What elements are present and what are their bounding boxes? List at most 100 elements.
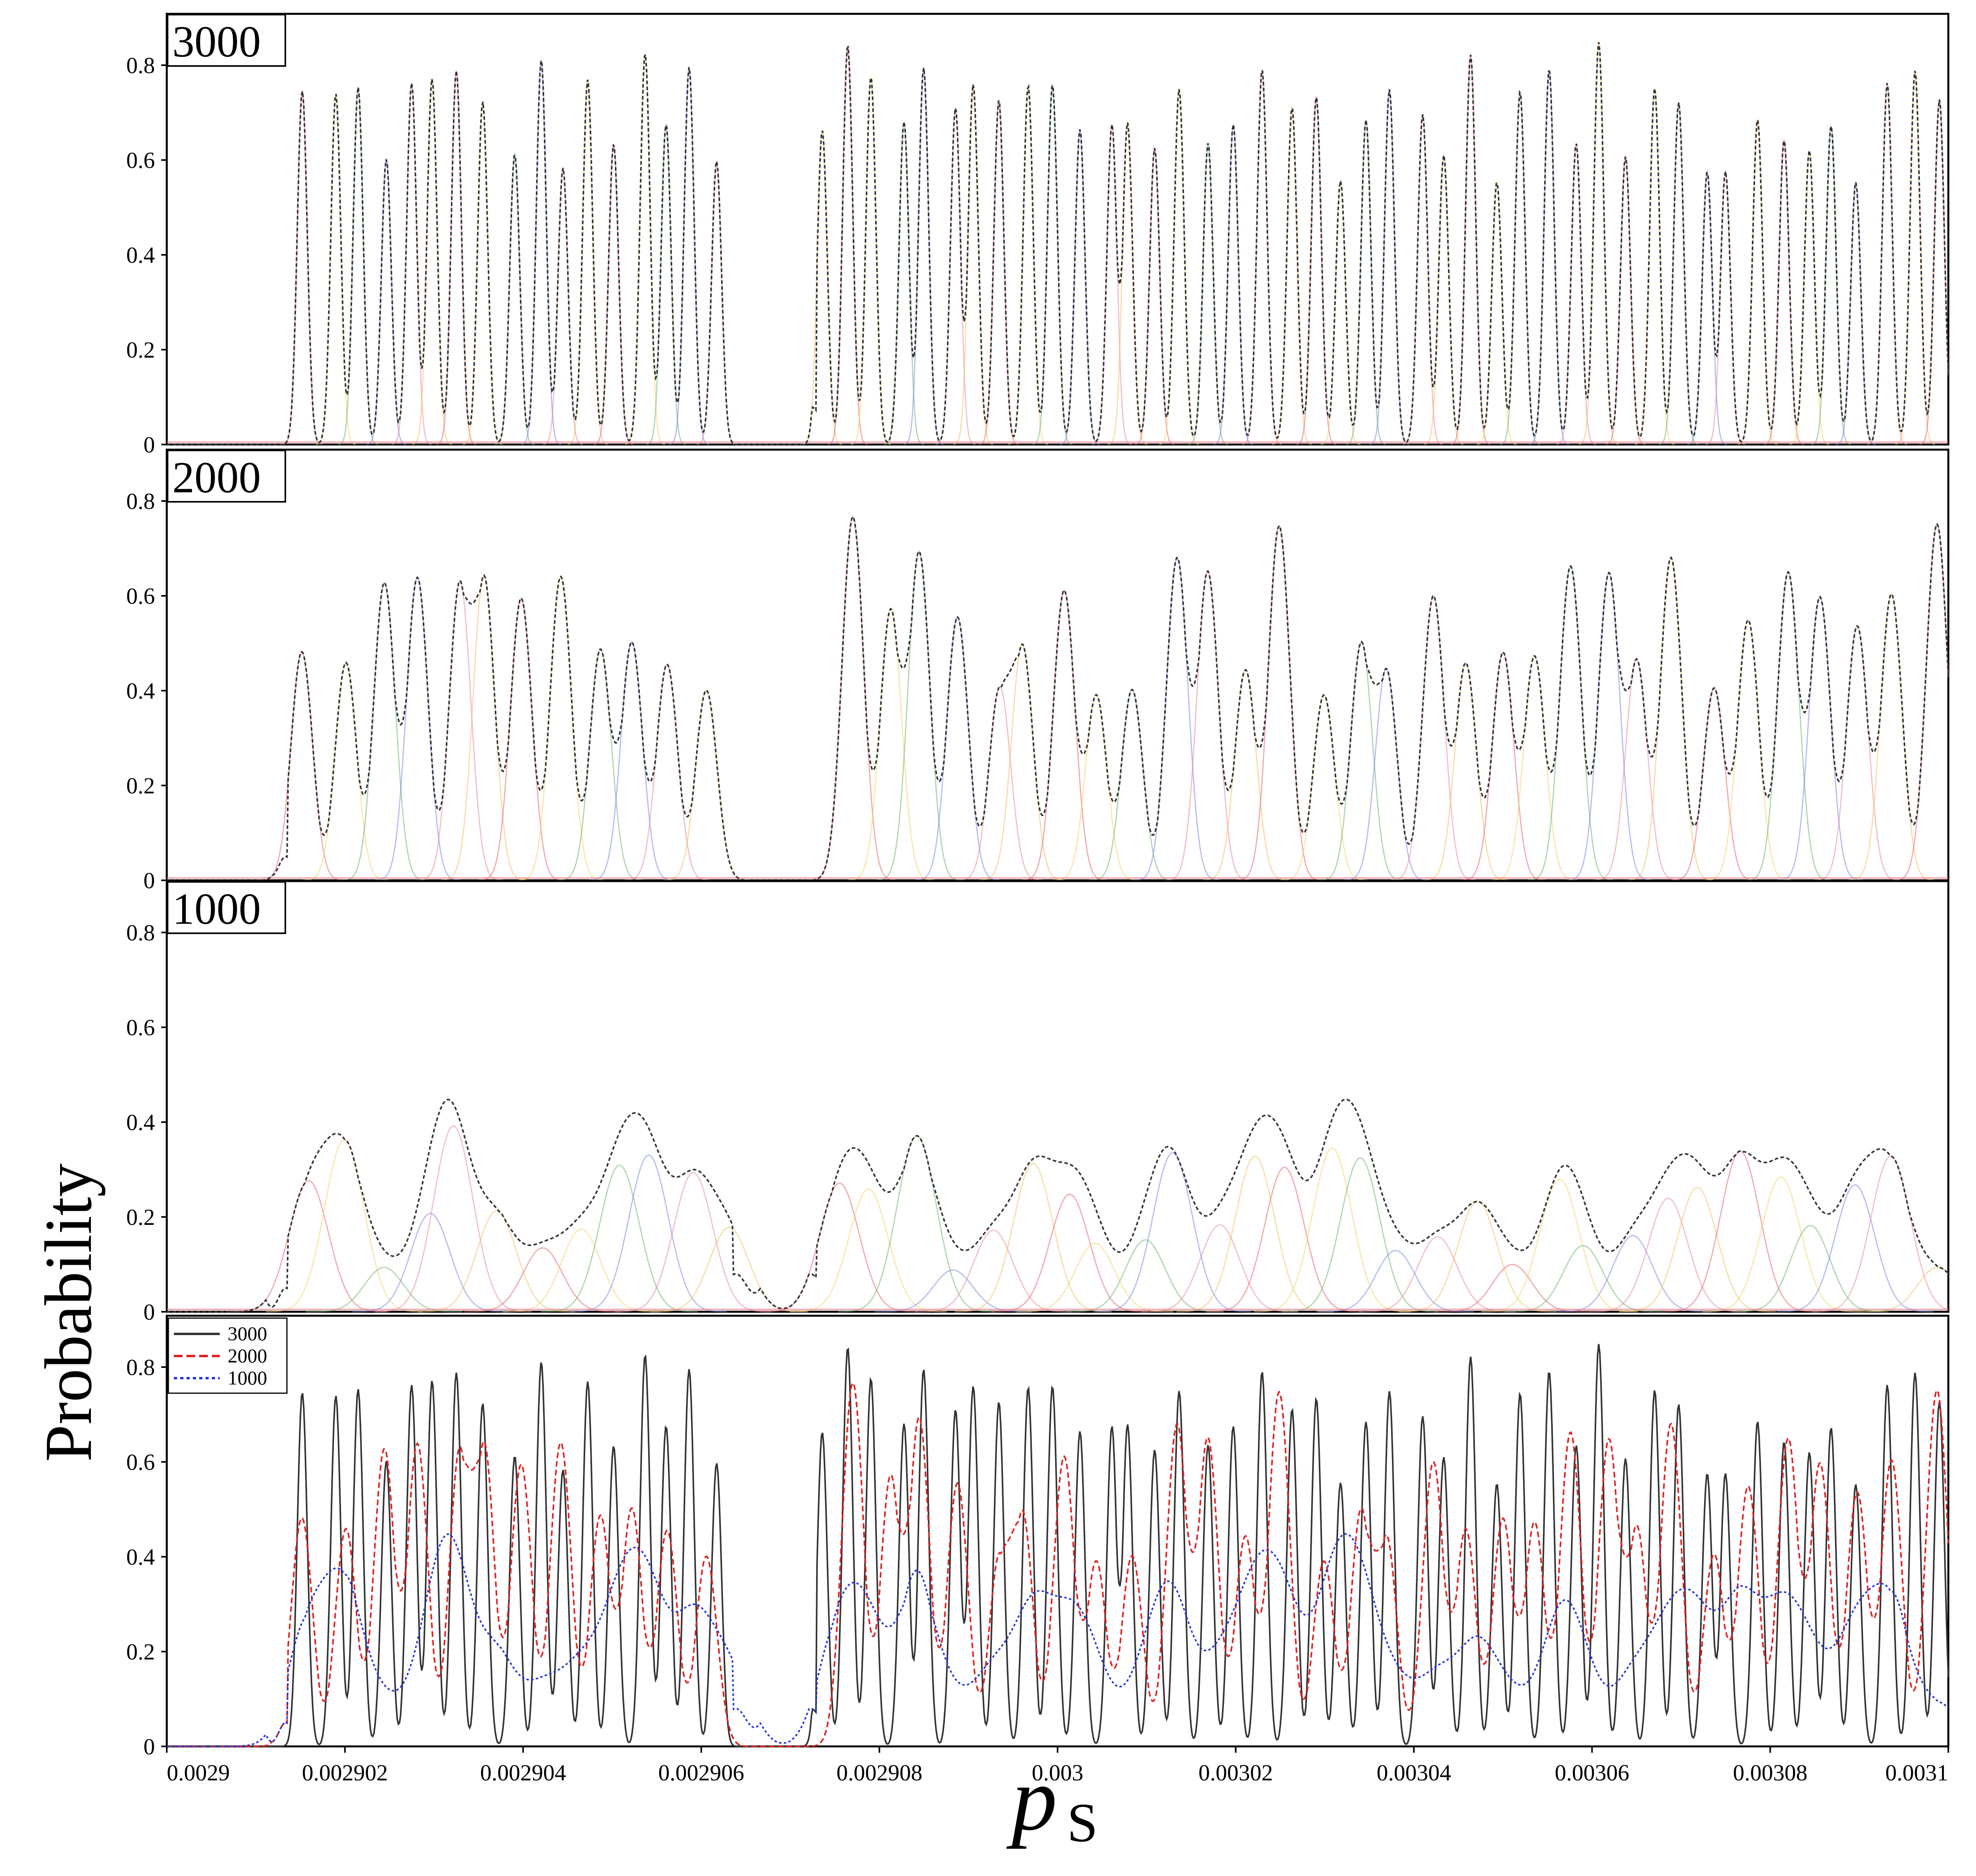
component-peak <box>1491 655 1578 881</box>
panel-label-box <box>167 14 286 67</box>
x-axis-label-subscript: S <box>1067 1792 1098 1853</box>
y-tick-label: 0.8 <box>126 53 155 78</box>
component-peak <box>1213 124 1254 445</box>
component-peak <box>1589 1197 1747 1313</box>
legend-label: 1000 <box>228 1367 267 1389</box>
panel-label: 2000 <box>172 453 261 502</box>
component-peak <box>503 1228 660 1313</box>
component-peak <box>1318 640 1405 881</box>
component-peak <box>366 156 407 445</box>
component-peak <box>1021 589 1107 881</box>
component-peak <box>462 101 503 445</box>
y-tick-label: 0.2 <box>126 1639 155 1665</box>
x-tick-label: 0.0029 <box>167 1760 230 1786</box>
component-peak <box>1346 120 1386 445</box>
component-peak <box>1107 122 1148 445</box>
y-tick-label: 0.4 <box>126 242 155 268</box>
x-tick-label: 0.00304 <box>1376 1760 1451 1786</box>
component-peak <box>1566 571 1652 881</box>
component-peak <box>1895 70 1935 445</box>
panel-label-box <box>167 450 286 503</box>
plot-frame <box>166 880 1950 1313</box>
component-peak <box>464 1247 621 1313</box>
component-peak <box>991 1193 1148 1313</box>
component-peak <box>341 581 427 881</box>
component-peak <box>1343 667 1429 881</box>
component-peak <box>1556 143 1596 445</box>
component-peak <box>1188 143 1228 445</box>
component-peak <box>1460 651 1546 881</box>
y-tick-label: 0.6 <box>126 147 155 173</box>
component-peak <box>1776 1184 1934 1313</box>
component-peak <box>1764 139 1804 445</box>
x-tick-label: 0.00308 <box>1733 1760 1808 1786</box>
component-peak <box>876 550 962 881</box>
panels: 0 0.2 0.4 0.6 0.8 3000 0 0.2 0.4 0.6 0.8 2000 0 0.2 0.… <box>126 13 1950 1786</box>
panel-1: 0 0.2 0.4 0.6 0.8 3000 <box>126 13 1950 458</box>
component-peak <box>828 45 868 445</box>
component-peak <box>696 159 737 445</box>
y-tick-label: 0.2 <box>126 337 155 363</box>
component-peak <box>375 1125 532 1313</box>
x-tick-label: 0.003 <box>1032 1760 1084 1786</box>
series-2000 <box>167 1381 1949 1747</box>
component-peak <box>316 93 356 445</box>
component-peak <box>1705 619 1791 881</box>
component-peak <box>1203 669 1288 881</box>
y-tick-label: 0.6 <box>126 1449 155 1475</box>
component-peak <box>1060 129 1100 445</box>
component-peak <box>669 67 709 445</box>
component-peak <box>914 616 1001 881</box>
component-peak <box>1737 119 1778 445</box>
component-peak <box>1789 150 1829 445</box>
component-peak <box>1919 99 1949 445</box>
component-peak <box>1272 107 1312 445</box>
component-peak <box>259 650 345 881</box>
component-peak <box>810 515 896 881</box>
y-tick-label: 0 <box>143 1299 155 1325</box>
total-curve <box>167 42 1949 445</box>
component-peak <box>338 87 378 445</box>
component-peak <box>1016 1242 1174 1313</box>
component-peak <box>412 78 452 445</box>
component-peak <box>1032 84 1073 445</box>
component-peak <box>1159 89 1199 445</box>
component-peak <box>543 166 583 445</box>
component-peak <box>391 83 432 445</box>
component-peak <box>650 1226 808 1313</box>
panel-label-box <box>167 881 286 934</box>
component-peak <box>1605 154 1646 445</box>
x-tick-label: 0.002904 <box>480 1760 566 1786</box>
component-peak <box>979 100 1019 445</box>
component-peak <box>1481 1178 1638 1313</box>
x-tick-label: 0.002902 <box>302 1760 388 1786</box>
component-peak <box>1593 658 1680 881</box>
plot-frame <box>166 13 1950 446</box>
component-peak <box>541 1164 698 1313</box>
component-peak <box>953 84 994 445</box>
y-tick-label: 0 <box>143 1734 155 1759</box>
x-tick-label: 0.0031 <box>1885 1760 1949 1786</box>
y-tick-label: 0.4 <box>126 1109 155 1135</box>
y-tick-label: 0.8 <box>126 1354 155 1380</box>
component-peak <box>1671 687 1757 881</box>
component-peak <box>884 121 924 445</box>
component-peak <box>1092 124 1132 445</box>
component-peak <box>790 1188 947 1313</box>
total-curve <box>167 515 1949 881</box>
component-peak <box>1423 661 1508 881</box>
component-peak <box>1687 169 1727 445</box>
x-axis-label: p <box>1006 1748 1057 1849</box>
x-tick-label: 0.002906 <box>658 1760 745 1786</box>
component-peak <box>915 1229 1072 1313</box>
component-peak <box>1777 595 1863 881</box>
component-peak <box>664 689 749 881</box>
y-tick-label: 0.6 <box>126 1015 155 1040</box>
component-peak <box>1296 96 1337 445</box>
component-peak <box>568 79 608 445</box>
component-peak <box>594 144 634 445</box>
component-peak <box>1434 1264 1591 1313</box>
y-axis-label: Probability <box>31 1163 106 1462</box>
series-1000 <box>167 1533 1949 1747</box>
component-peak <box>1176 1155 1333 1313</box>
